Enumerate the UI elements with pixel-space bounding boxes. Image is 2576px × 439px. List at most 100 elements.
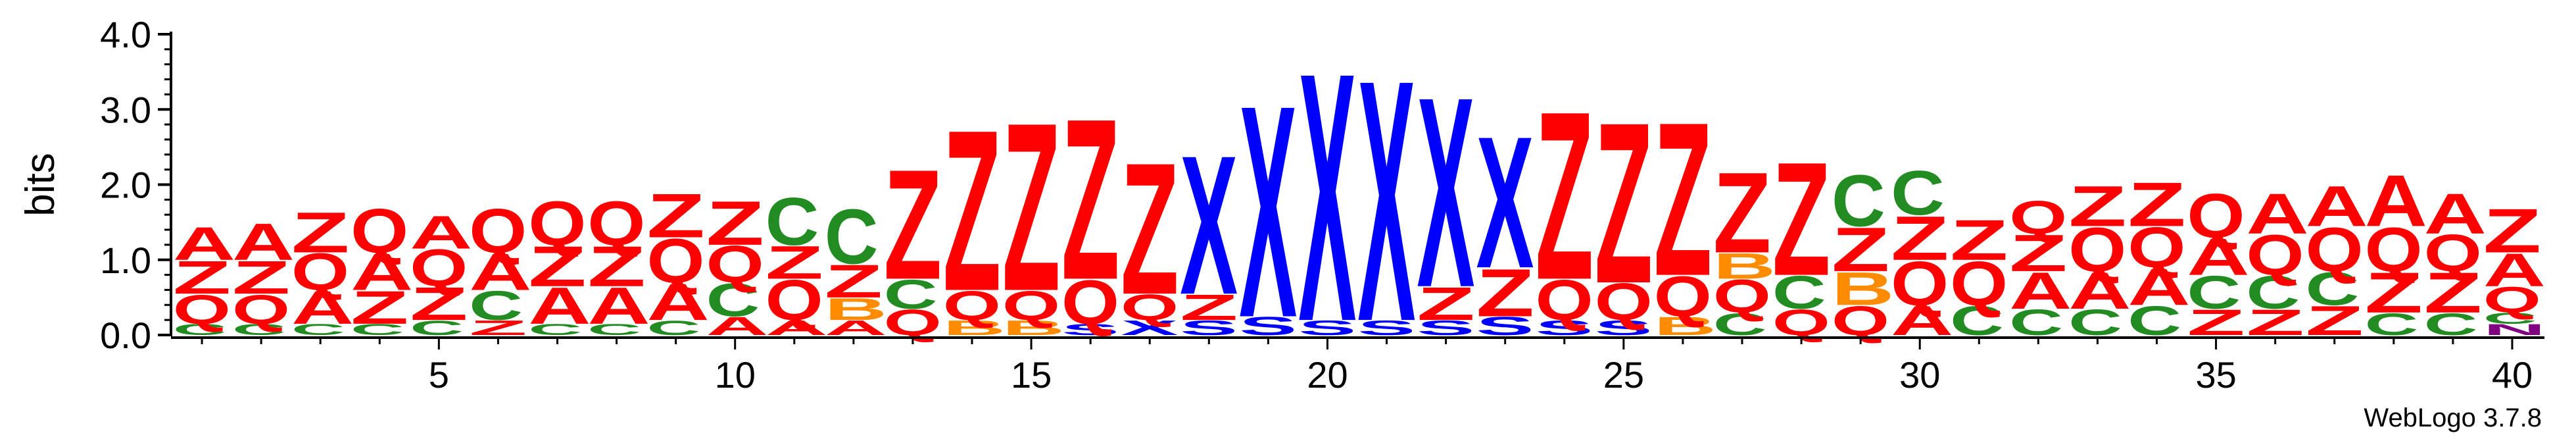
logo-glyph-a-pos-32: A — [2009, 262, 2072, 320]
glyph-layer: CQZACQZACAQZCZAQCZQAZCAQCAZQCAZQCAQZACQZ… — [173, 0, 2546, 396]
logo-glyph-q-pos-15: Q — [1002, 282, 1060, 329]
logo-glyph-q-pos-16: Q — [1061, 267, 1119, 338]
logo-glyph-z-pos-8: Z — [587, 235, 645, 299]
logo-glyph-s-pos-16: S — [1061, 321, 1119, 339]
logo-glyph-z-pos-34: Z — [2127, 169, 2185, 239]
logo-glyph-c-pos-6: C — [469, 282, 523, 329]
logo-glyph-c-pos-39: C — [2424, 307, 2478, 342]
logo-glyph-z-pos-3: Z — [291, 201, 349, 265]
logo-glyph-c-pos-29: C — [1832, 160, 1885, 242]
x-tick-label: 20 — [1307, 354, 1348, 396]
logo-glyph-q-pos-40: Q — [2483, 279, 2541, 320]
logo-glyph-c-pos-3: C — [291, 321, 345, 338]
logo-glyph-z-pos-5: Z — [410, 278, 468, 330]
logo-glyph-z-pos-13: Z — [884, 137, 942, 312]
logo-glyph-q-pos-7: Q — [528, 188, 586, 259]
logo-glyph-z-pos-18: Z — [1180, 287, 1238, 328]
logo-glyph-q-pos-10: Q — [706, 236, 764, 294]
logo-glyph-x-pos-23: X — [1476, 98, 1534, 307]
logo-glyph-a-pos-3: A — [291, 282, 354, 334]
logo-glyph-a-pos-4: A — [351, 244, 413, 301]
logo-glyph-c-pos-10: C — [706, 274, 760, 326]
logo-glyph-c-pos-27: C — [1713, 307, 1767, 342]
logo-glyph-a-pos-9: A — [647, 273, 710, 331]
y-tick-label: 1.0 — [100, 240, 151, 281]
logo-glyph-q-pos-9: Q — [647, 226, 705, 296]
logo-glyph-c-pos-40: C — [2483, 310, 2537, 327]
logo-glyph-q-pos-4: Q — [351, 196, 408, 267]
logo-glyph-a-pos-7: A — [528, 277, 591, 335]
logo-glyph-x-pos-20: X — [1298, 0, 1357, 396]
logo-glyph-q-pos-28: Q — [1772, 302, 1830, 343]
logo-glyph-z-pos-35: Z — [2187, 302, 2245, 343]
logo-glyph-q-pos-6: Q — [469, 196, 527, 267]
logo-glyph-c-pos-36: C — [2247, 267, 2300, 319]
logo-glyph-q-pos-17: Q — [1121, 287, 1179, 328]
logo-glyph-a-pos-11: A — [766, 317, 828, 340]
logo-glyph-c-pos-7: C — [528, 321, 582, 338]
logo-glyph-q-pos-13: Q — [884, 302, 942, 343]
logo-glyph-q-pos-33: Q — [2068, 215, 2126, 285]
logo-glyph-z-pos-33: Z — [2068, 174, 2126, 238]
logo-glyph-c-pos-33: C — [2068, 302, 2122, 343]
logo-glyph-s-pos-18: S — [1180, 317, 1238, 340]
logo-glyph-z-pos-16: Z — [1061, 70, 1119, 328]
logo-glyph-q-pos-35: Q — [2187, 181, 2245, 251]
logo-glyph-s-pos-19: S — [1239, 311, 1297, 340]
x-tick-label: 30 — [1899, 354, 1940, 396]
logo-glyph-a-pos-5: A — [410, 207, 472, 259]
logo-glyph-q-pos-39: Q — [2424, 224, 2482, 282]
logo-glyph-a-pos-10: A — [706, 311, 769, 340]
logo-glyph-c-pos-9: C — [647, 316, 701, 340]
logo-glyph-q-pos-26: Q — [1654, 265, 1712, 329]
logo-glyph-c-pos-5: C — [410, 316, 464, 340]
logo-glyph-a-pos-6: A — [469, 244, 531, 301]
logo-glyph-z-pos-9: Z — [647, 180, 705, 250]
logo-glyph-q-pos-5: Q — [410, 239, 468, 297]
logo-glyph-z-pos-32: Z — [2009, 224, 2067, 282]
logo-glyph-z-pos-26: Z — [1654, 77, 1712, 322]
logo-glyph-z-pos-23: Z — [1476, 255, 1534, 331]
logo-glyph-z-pos-2: Z — [232, 251, 290, 303]
y-tick-label: 2.0 — [100, 165, 151, 206]
logo-glyph-b-pos-26: B — [1654, 311, 1716, 340]
x-tick-label: 10 — [715, 354, 756, 396]
logo-glyph-q-pos-25: Q — [1595, 273, 1653, 331]
logo-glyph-b-pos-14: B — [943, 317, 1006, 340]
logo-glyph-c-pos-37: C — [2306, 263, 2360, 315]
logo-glyph-q-pos-27: Q — [1713, 271, 1771, 323]
logo-glyph-z-pos-28: Z — [1772, 128, 1830, 309]
logo-glyph-q-pos-8: Q — [587, 188, 645, 259]
logo-glyph-z-pos-14: Z — [943, 82, 1001, 339]
logo-glyph-q-pos-34: Q — [2127, 216, 2185, 280]
logo-glyph-q-pos-38: Q — [2365, 215, 2423, 285]
logo-glyph-z-pos-29: Z — [1832, 215, 1889, 284]
x-tick-label: 15 — [1011, 354, 1052, 396]
logo-glyph-c-pos-11: C — [766, 184, 819, 259]
x-tick-label: 5 — [429, 354, 449, 396]
logo-glyph-z-pos-12: Z — [825, 255, 883, 307]
logo-glyph-c-pos-8: C — [587, 321, 641, 338]
logo-glyph-a-pos-34: A — [2127, 259, 2190, 317]
logo-glyph-c-pos-4: C — [351, 321, 404, 338]
logo-glyph-b-pos-12: B — [825, 292, 887, 326]
logo-glyph-x-pos-17: X — [1121, 317, 1179, 340]
logo-glyph-a-pos-1: A — [173, 218, 235, 271]
x-tick-label: 40 — [2492, 354, 2533, 396]
logo-glyph-q-pos-30: Q — [1891, 249, 1949, 319]
logo-glyph-a-pos-38: A — [2365, 160, 2427, 242]
logo-glyph-z-pos-39: Z — [2424, 261, 2482, 325]
logo-glyph-b-pos-15: B — [1002, 317, 1065, 340]
logo-glyph-q-pos-11: Q — [766, 269, 823, 332]
logo-glyph-q-pos-36: Q — [2247, 224, 2304, 288]
y-tick-label: 3.0 — [100, 89, 151, 130]
logo-glyph-z-pos-10: Z — [706, 188, 764, 258]
logo-glyph-s-pos-25: S — [1595, 317, 1653, 340]
y-axis-label: bits — [18, 153, 63, 216]
logo-glyph-z-pos-24: Z — [1536, 61, 1593, 330]
logo-glyph-a-pos-2: A — [232, 213, 295, 271]
logo-glyph-x-pos-18: X — [1180, 115, 1238, 336]
logo-glyph-q-pos-32: Q — [2009, 192, 2067, 244]
logo-glyph-a-pos-37: A — [2306, 174, 2368, 238]
